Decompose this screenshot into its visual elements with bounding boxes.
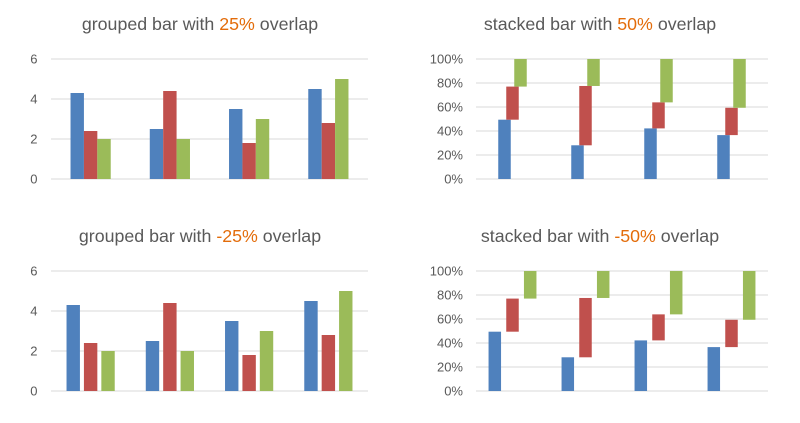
svg-text:0: 0 xyxy=(30,383,37,398)
svg-text:4: 4 xyxy=(30,303,37,318)
svg-text:20%: 20% xyxy=(437,148,463,163)
svg-text:100%: 100% xyxy=(430,52,464,67)
svg-text:0%: 0% xyxy=(444,383,463,398)
svg-text:60%: 60% xyxy=(437,100,463,115)
svg-text:40%: 40% xyxy=(437,335,463,350)
svg-text:6: 6 xyxy=(30,52,37,67)
svg-text:40%: 40% xyxy=(437,124,463,139)
svg-text:0%: 0% xyxy=(444,172,463,187)
svg-text:2: 2 xyxy=(30,343,37,358)
svg-text:80%: 80% xyxy=(437,76,463,91)
svg-text:6: 6 xyxy=(30,263,37,278)
svg-text:60%: 60% xyxy=(437,311,463,326)
svg-text:2: 2 xyxy=(30,132,37,147)
svg-text:4: 4 xyxy=(30,92,37,107)
svg-text:80%: 80% xyxy=(437,287,463,302)
svg-text:20%: 20% xyxy=(437,359,463,374)
svg-text:0: 0 xyxy=(30,172,37,187)
svg-text:100%: 100% xyxy=(430,263,464,278)
